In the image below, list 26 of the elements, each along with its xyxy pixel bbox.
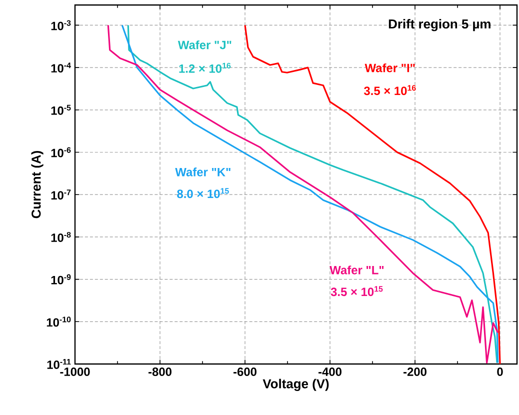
annotation: 1.2 × 10$^{16}$ — [179, 62, 231, 73]
x-tick-label: -600 — [234, 368, 256, 376]
text: Drift region 5 µm — [388, 19, 490, 32]
y-tick-label: 10$^{-7}$ — [51, 190, 71, 200]
x-tick-label: -1000 — [60, 368, 90, 376]
y-tick-label: 10$^{-10}$ — [46, 316, 71, 327]
y-tick-label: 10$^{-9}$ — [51, 274, 71, 284]
x-tick-label: -200 — [404, 368, 426, 376]
y-axis-title: Current (A) — [31, 150, 44, 218]
annotation: 8.0 × 10$^{15}$ — [177, 188, 229, 198]
annotation: 3.5 × 10$^{16}$ — [364, 85, 416, 96]
y-tick-label: 10$^{-3}$ — [51, 20, 71, 30]
x-tick-label: 0 — [497, 368, 503, 376]
text: Wafer "J" — [178, 40, 232, 50]
y-tick-label: 10$^{-5}$ — [51, 104, 71, 115]
y-tick-label: 10$^{-11}$ — [47, 359, 71, 369]
series-label: Wafer "L" — [330, 266, 384, 274]
annotation: 3.5 × 10$^{15}$ — [330, 286, 383, 296]
x-axis-title: Voltage (V) — [262, 378, 329, 391]
y-tick-label: 10$^{-8}$ — [51, 232, 71, 242]
y-tick-label: 10$^{-4}$ — [51, 62, 71, 73]
y-tick-label: 10$^{-6}$ — [51, 147, 71, 158]
text: Wafer "I" — [364, 63, 415, 72]
x-tick-label: -800 — [148, 368, 172, 376]
x-tick-label: -400 — [318, 368, 342, 376]
series-label: Wafer "K" — [175, 168, 230, 176]
